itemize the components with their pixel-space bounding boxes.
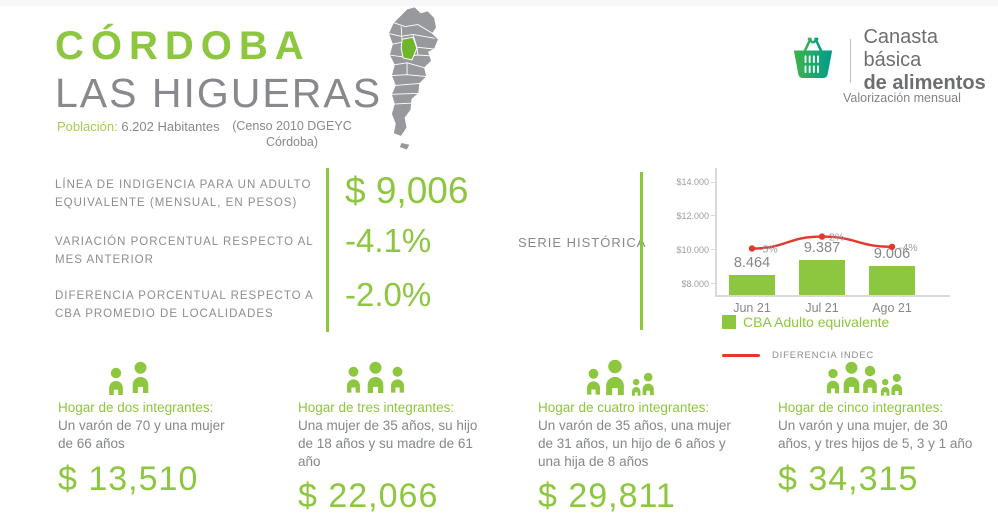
chart-y-tick-mark xyxy=(711,249,715,251)
chart-y-tick-label: $14.000 xyxy=(676,177,709,188)
logo-subtitle: Valorización mensual xyxy=(843,91,961,105)
metrics-divider-line xyxy=(326,168,329,332)
brand-name: Canasta básica de alimentos xyxy=(863,26,998,95)
chart-bar-value-label: 9.006 xyxy=(873,246,911,263)
metric-label-indigence-line: LÍNEA DE INDIGENCIA PARA UN ADULTO EQUIV… xyxy=(55,179,312,209)
family-of-three-icon xyxy=(344,360,518,398)
metric-label-monthly-variation: VARIACIÓN PORCENTUAL RESPECTO AL MES ANT… xyxy=(55,236,314,266)
chart-y-tick-label: $12.000 xyxy=(676,210,709,221)
chart-y-axis xyxy=(715,168,717,295)
chart-plot-area: $8.000 $10.000 $12.000 $14.000 8.464 Jun 21 9.… xyxy=(668,162,998,377)
family-of-two-icon xyxy=(104,360,278,398)
brand-logo: Canasta básica de alimentos xyxy=(788,26,998,95)
chart-bar xyxy=(799,259,845,295)
household-title: Hogar de cinco integrantes: xyxy=(778,400,944,415)
household-title: Hogar de cuatro integrantes: xyxy=(538,400,710,415)
family-of-five-icon xyxy=(824,360,998,398)
chart-y-tick-mark xyxy=(711,181,715,183)
chart-y-tick-label: $10.000 xyxy=(676,244,709,255)
chart-bar-value-label: 8.464 xyxy=(733,255,771,272)
chart-y-tick-label: $8.000 xyxy=(681,278,709,289)
serie-divider-line xyxy=(640,172,643,330)
population-row: Población: 6.202 Habitantes xyxy=(57,119,220,134)
chart-y-tick-mark xyxy=(711,283,715,285)
chart-x-axis xyxy=(715,295,950,297)
brand-line2: de alimentos xyxy=(863,72,986,94)
chart-diff-line: -5% 2% -4% xyxy=(748,232,918,256)
svg-text:-5%: -5% xyxy=(759,244,778,256)
argentina-map-icon xyxy=(356,4,464,160)
top-edge-strip xyxy=(0,0,998,6)
shopping-basket-icon xyxy=(788,34,838,87)
household-description: Un varón y una mujer, de 30 años, y tres… xyxy=(778,418,973,451)
chart-bar xyxy=(869,266,915,295)
metric-value-cba-difference: -2.0% xyxy=(345,276,432,313)
chart-y-tick-mark xyxy=(711,215,715,217)
chart-legend-line: DIFERENCIA INDEC xyxy=(722,350,874,361)
household-title: Hogar de tres integrantes: xyxy=(298,400,455,415)
chart-x-category-label: Jun 21 xyxy=(733,301,771,315)
svg-text:-4%: -4% xyxy=(899,242,918,254)
chart-x-category-label: Jul 21 xyxy=(805,301,839,315)
household-card-five: Hogar de cinco integrantes: Un varón y u… xyxy=(778,360,998,499)
household-description: Un varón de 35 años, una mujer de 31 año… xyxy=(538,418,731,469)
metric-label-cba-difference: DIFERENCIA PORCENTUAL RESPECTO A CBA PRO… xyxy=(55,290,314,320)
household-value: $ 34,315 xyxy=(778,459,919,498)
locality-title: LAS HIGUERAS xyxy=(55,70,383,116)
legend-line-label: DIFERENCIA INDEC xyxy=(772,350,875,361)
legend-line-swatch xyxy=(722,353,760,358)
legend-bar-swatch xyxy=(722,315,736,329)
household-value: $ 29,811 xyxy=(538,477,676,516)
chart-x-category-label: Ago 21 xyxy=(872,301,912,315)
household-description: Una mujer de 35 años, su hijo de 18 años… xyxy=(298,418,478,469)
historical-series-chart: $8.000 $10.000 $12.000 $14.000 8.464 Jun 21 9.… xyxy=(668,162,998,377)
svg-text:2%: 2% xyxy=(829,232,844,244)
population-value: 6.202 Habitantes xyxy=(121,119,220,134)
metric-value-monthly-variation: -4.1% xyxy=(345,222,432,259)
household-description: Un varón de 70 y una mujer de 66 años xyxy=(58,418,225,451)
household-title: Hogar de dos integrantes: xyxy=(58,400,214,415)
brand-line1: Canasta básica xyxy=(863,26,938,71)
province-title: CÓRDOBA xyxy=(55,24,311,68)
metric-value-indigence-line: $ 9,006 xyxy=(345,170,469,211)
serie-historica-label: SERIE HISTÓRICA xyxy=(518,235,647,250)
census-note: (Censo 2010 DGEYC Córdoba) xyxy=(232,119,352,149)
family-of-four-icon xyxy=(584,359,758,398)
household-value: $ 22,066 xyxy=(298,477,439,516)
legend-bar-label: CBA Adulto equivalente xyxy=(743,314,890,330)
logo-divider xyxy=(850,38,852,83)
chart-bar xyxy=(729,275,775,295)
chart-legend-bars: CBA Adulto equivalente xyxy=(722,314,889,330)
chart-bar-value-label: 9.387 xyxy=(803,239,841,256)
household-value: $ 13,510 xyxy=(58,459,199,498)
population-label: Población: xyxy=(57,119,118,134)
household-card-two: Hogar de dos integrantes: Un varón de 70… xyxy=(58,360,278,499)
household-card-three: Hogar de tres integrantes: Una mujer de … xyxy=(298,360,518,516)
household-card-four: Hogar de cuatro integrantes: Un varón de… xyxy=(538,359,758,516)
